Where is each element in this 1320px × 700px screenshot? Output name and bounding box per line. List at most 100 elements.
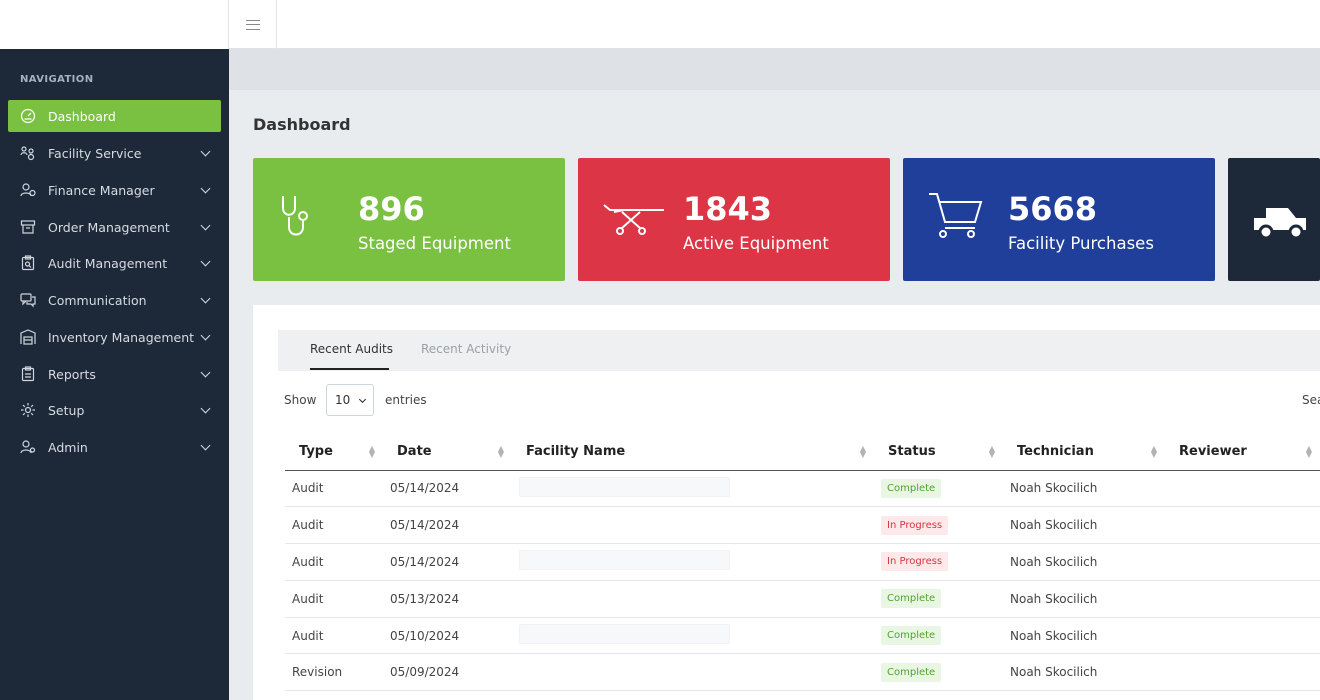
sidebar-item-setup[interactable]: Setup — [8, 394, 221, 426]
stat-card-facility-purchases[interactable]: 5668 Facility Purchases — [903, 158, 1215, 281]
sort-icon: ▲ ▼ — [988, 444, 995, 459]
cell-reviewer — [1165, 506, 1320, 545]
clipboard-search-icon — [20, 255, 36, 271]
cell-date: 05/13/2024 — [383, 580, 512, 618]
cell-type: Audit — [285, 470, 383, 508]
sidebar: NAVIGATION — [0, 49, 229, 700]
sidebar-item-label: Admin — [48, 439, 88, 455]
table-row[interactable]: Audit 05/14/2024 Complete Noah Skocilich — [285, 470, 1320, 508]
clipboard-icon — [20, 366, 36, 382]
cell-reviewer — [1165, 653, 1320, 692]
column-header-facility-name[interactable]: Facility Name ▲ ▼ — [512, 433, 874, 471]
table-row[interactable]: Audit 05/13/2024 Complete Noah Skocilich — [285, 580, 1320, 618]
facility-name-redacted — [519, 624, 730, 645]
sidebar-item-order-management[interactable]: Order Management — [8, 211, 221, 243]
cell-reviewer — [1165, 470, 1320, 508]
table-row[interactable]: Audit 05/14/2024 In Progress Noah Skocil… — [285, 543, 1320, 581]
sidebar-item-audit-management[interactable]: Audit Management — [8, 247, 221, 279]
gear-icon — [20, 402, 36, 418]
entries-value: 10 — [335, 393, 351, 407]
audits-table: Type ▲ ▼ Date ▲ ▼ Facility Name ▲ ▼ Status ▲ ▼ T… — [285, 433, 1320, 692]
nav-heading: NAVIGATION — [20, 74, 94, 85]
stat-label: Facility Purchases — [1008, 234, 1154, 253]
chevron-down-icon — [200, 146, 211, 157]
chevron-down-icon — [200, 256, 211, 267]
sidebar-item-reports[interactable]: Reports — [8, 358, 221, 390]
sidebar-item-label: Communication — [48, 292, 147, 308]
entries-label: entries — [385, 393, 427, 407]
stat-card-active-equipment[interactable]: 1843 Active Equipment — [578, 158, 890, 281]
cell-date: 05/09/2024 — [383, 653, 512, 692]
cell-facility — [512, 653, 874, 692]
sidebar-item-label: Dashboard — [48, 108, 116, 124]
menu-toggle-button[interactable] — [229, 0, 277, 49]
cell-technician: Noah Skocilich — [1003, 506, 1165, 545]
facility-name-redacted — [519, 550, 730, 571]
column-header-date[interactable]: Date ▲ ▼ — [383, 433, 512, 471]
cell-status: In Progress — [874, 506, 1003, 545]
user-dollar-icon — [20, 182, 36, 198]
stat-value: 5668 — [1008, 190, 1098, 228]
stat-value: 896 — [358, 190, 425, 228]
column-header-reviewer[interactable]: Reviewer ▲ ▼ — [1165, 433, 1320, 471]
cell-facility — [512, 580, 874, 618]
tab-recent-activity[interactable]: Recent Activity — [421, 342, 512, 356]
status-badge: Complete — [881, 478, 942, 498]
column-header-technician[interactable]: Technician ▲ ▼ — [1003, 433, 1165, 471]
cell-technician: Noah Skocilich — [1003, 543, 1165, 581]
cell-technician: Noah Skocilich — [1003, 653, 1165, 692]
cell-technician: Noah Skocilich — [1003, 580, 1165, 618]
status-badge: In Progress — [881, 515, 949, 535]
speedometer-icon — [20, 108, 36, 124]
user-gear-icon — [20, 439, 36, 455]
sort-icon: ▲ ▼ — [1305, 444, 1312, 459]
cell-facility — [512, 617, 874, 655]
tab-recent-audits[interactable]: Recent Audits — [310, 342, 394, 356]
sidebar-item-label: Audit Management — [48, 255, 168, 271]
cell-type: Audit — [285, 506, 383, 545]
cell-facility — [512, 470, 874, 508]
chevron-down-icon — [200, 330, 211, 341]
table-row[interactable]: Audit 05/14/2024 In Progress Noah Skocil… — [285, 506, 1320, 545]
sidebar-item-facility-service[interactable]: Facility Service — [8, 137, 221, 169]
sidebar-item-communication[interactable]: Communication — [8, 284, 221, 316]
page-title: Dashboard — [253, 115, 351, 134]
chevron-down-icon — [200, 183, 211, 194]
stat-value: 1843 — [683, 190, 773, 228]
cell-date: 05/10/2024 — [383, 617, 512, 655]
sidebar-item-inventory-management[interactable]: Inventory Management — [8, 321, 221, 353]
chevron-down-icon — [200, 367, 211, 378]
status-badge: In Progress — [881, 552, 949, 572]
stat-card-truck[interactable] — [1228, 158, 1320, 281]
brand-area — [0, 0, 229, 49]
entries-select[interactable]: 10 — [326, 384, 374, 416]
table-row[interactable]: Audit 05/10/2024 Complete Noah Skocilich — [285, 617, 1320, 655]
sidebar-item-admin[interactable]: Admin — [8, 431, 221, 463]
status-badge: Complete — [881, 662, 942, 682]
sidebar-item-finance-manager[interactable]: Finance Manager — [8, 174, 221, 206]
search-label: Sea — [1302, 393, 1320, 407]
cart-box-icon — [20, 219, 36, 235]
column-header-status[interactable]: Status ▲ ▼ — [874, 433, 1003, 471]
cell-date: 05/14/2024 — [383, 506, 512, 545]
column-header-type[interactable]: Type ▲ ▼ — [285, 433, 383, 471]
cell-date: 05/14/2024 — [383, 543, 512, 581]
chevron-down-icon — [200, 293, 211, 304]
show-label: Show — [284, 393, 317, 407]
sort-icon: ▲ ▼ — [368, 444, 375, 459]
table-row[interactable]: Revision 05/09/2024 Complete Noah Skocil… — [285, 653, 1320, 692]
sidebar-item-label: Order Management — [48, 219, 170, 235]
cell-status: In Progress — [874, 543, 1003, 581]
sidebar-item-dashboard[interactable]: Dashboard — [8, 100, 221, 132]
cell-status: Complete — [874, 580, 1003, 618]
chat-bubbles-icon — [20, 292, 36, 308]
stat-card-staged-equipment[interactable]: 896 Staged Equipment — [253, 158, 565, 281]
cell-status: Complete — [874, 653, 1003, 692]
warehouse-icon — [20, 329, 36, 345]
cell-reviewer — [1165, 617, 1320, 655]
sort-icon: ▲ ▼ — [497, 444, 504, 459]
sidebar-item-label: Inventory Management — [48, 329, 195, 345]
cell-technician: Noah Skocilich — [1003, 617, 1165, 655]
cell-status: Complete — [874, 617, 1003, 655]
stat-label: Active Equipment — [683, 234, 829, 253]
